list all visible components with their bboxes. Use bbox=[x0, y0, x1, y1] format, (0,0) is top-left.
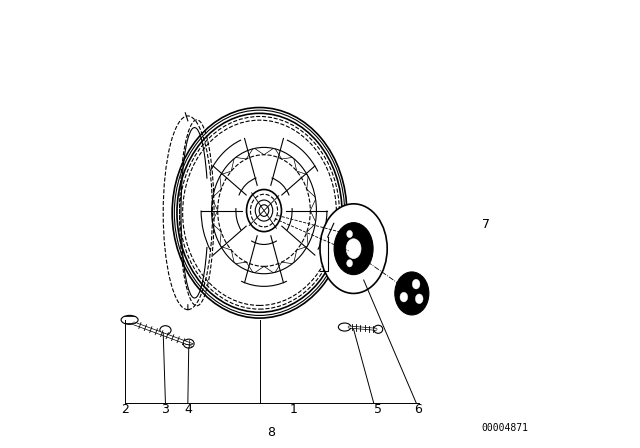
Text: 2: 2 bbox=[121, 403, 129, 417]
Text: 00004871: 00004871 bbox=[481, 423, 529, 433]
Ellipse shape bbox=[347, 260, 353, 267]
Ellipse shape bbox=[374, 325, 383, 333]
Ellipse shape bbox=[346, 239, 361, 258]
Text: 1: 1 bbox=[289, 403, 297, 417]
Ellipse shape bbox=[395, 272, 429, 315]
Ellipse shape bbox=[160, 326, 171, 335]
Ellipse shape bbox=[320, 204, 387, 293]
Text: 3: 3 bbox=[161, 403, 170, 417]
Ellipse shape bbox=[347, 230, 353, 237]
Text: 8: 8 bbox=[267, 426, 275, 439]
Ellipse shape bbox=[339, 323, 351, 331]
Ellipse shape bbox=[409, 290, 415, 297]
Text: 6: 6 bbox=[415, 403, 422, 417]
Ellipse shape bbox=[412, 279, 420, 289]
Ellipse shape bbox=[400, 292, 408, 302]
Text: 7: 7 bbox=[482, 217, 490, 231]
Ellipse shape bbox=[121, 315, 138, 324]
Text: 4: 4 bbox=[184, 403, 192, 417]
Ellipse shape bbox=[415, 294, 423, 304]
Text: 5: 5 bbox=[374, 403, 382, 417]
Ellipse shape bbox=[334, 223, 373, 275]
Ellipse shape bbox=[183, 339, 194, 348]
